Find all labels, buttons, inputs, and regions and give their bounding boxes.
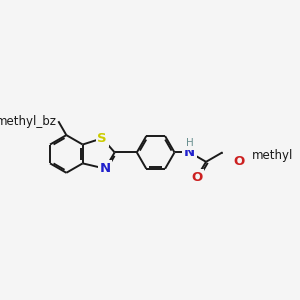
Text: methyl_bz: methyl_bz (0, 115, 57, 128)
Text: H: H (186, 138, 194, 148)
Text: N: N (184, 146, 195, 159)
Text: O: O (233, 155, 244, 168)
Text: N: N (100, 162, 111, 175)
Text: O: O (191, 170, 203, 184)
Text: methyl: methyl (252, 149, 293, 162)
Text: S: S (97, 132, 107, 145)
